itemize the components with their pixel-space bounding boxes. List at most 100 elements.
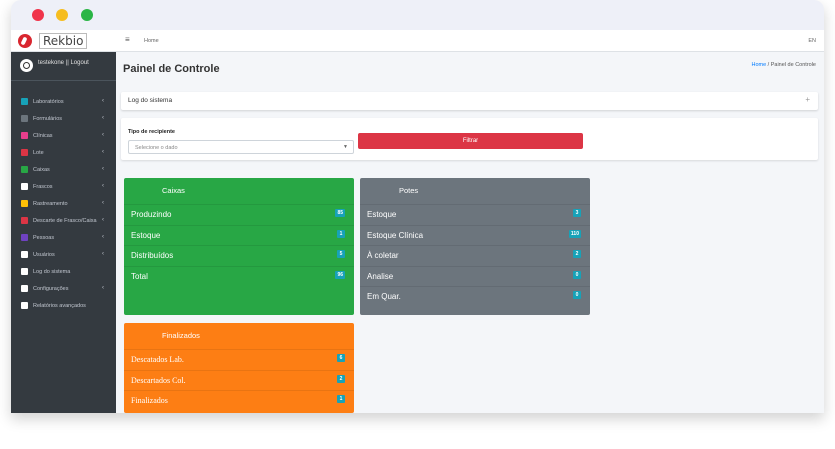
topbar-home-link[interactable]: Home (144, 38, 159, 44)
stat-row[interactable]: Finalizados 1 (124, 390, 354, 411)
stat-row[interactable]: Descatados Lab. 6 (124, 349, 354, 370)
stat-label: Produzindo (131, 210, 172, 219)
page-title: Painel de Controle (123, 63, 220, 75)
count-badge: 2 (573, 250, 581, 258)
maximize-window-button[interactable] (81, 9, 93, 21)
flask-icon (21, 183, 28, 190)
truck-icon (21, 132, 28, 139)
panel-potes-header: Potes (360, 178, 590, 204)
hamburger-menu-icon[interactable]: ≡ (125, 35, 130, 44)
top-navbar: ≡ Home EN (116, 30, 824, 52)
stat-row[interactable]: À coletar 2 (360, 245, 590, 266)
stat-label: Total (131, 271, 148, 281)
panel-caixas-title: Caixas (162, 186, 185, 195)
stat-label: Estoque (367, 210, 397, 219)
discard-icon (21, 217, 28, 224)
chevron-left-icon[interactable]: ‹ (102, 217, 104, 223)
minimize-window-button[interactable] (56, 9, 68, 21)
stat-row[interactable]: Distribuídos 5 (124, 245, 354, 266)
brand[interactable]: Rekbio (11, 30, 116, 52)
avatar[interactable] (20, 59, 33, 72)
chevron-left-icon[interactable]: ‹ (102, 149, 104, 155)
app-window: Rekbio testekone || Logout Laboratórios ‹… (11, 0, 824, 413)
panel-finalizados: Finalizados Descatados Lab. 6 Descartados … (124, 323, 354, 413)
sidebar-item-laboratorios[interactable]: Laboratórios ‹ (11, 94, 116, 111)
expand-plus-icon[interactable]: + (805, 95, 810, 104)
sidebar-item-label: Pessoas (33, 235, 55, 241)
boxes-icon (21, 149, 28, 156)
chevron-left-icon[interactable]: ‹ (102, 234, 104, 240)
stat-label: Distribuídos (131, 251, 174, 260)
sidebar-item-label: Log do sistema (33, 269, 71, 275)
stat-label: Estoque Clínica (367, 230, 424, 240)
sidebar-item-label: Frascos (33, 184, 53, 190)
system-log-card[interactable]: Log do sistema + (121, 92, 818, 110)
hospital-icon (21, 98, 28, 105)
sidebar-item-rastreamento[interactable]: Rastreamento ‹ (11, 196, 116, 213)
stat-label: Descatados Lab. (131, 355, 184, 364)
user-panel: testekone || Logout (11, 52, 116, 81)
chevron-left-icon[interactable]: ‹ (102, 166, 104, 172)
panel-caixas-header: Caixas (124, 178, 354, 204)
stat-row[interactable]: Produzindo 85 (124, 204, 354, 225)
select-placeholder: Selecione o dado (135, 145, 178, 151)
sidebar-item-lote[interactable]: Lote ‹ (11, 145, 116, 162)
chevron-left-icon[interactable]: ‹ (102, 132, 104, 138)
filter-button[interactable]: Filtrar (358, 133, 583, 149)
stat-row[interactable]: Estoque 1 (124, 224, 354, 245)
sidebar-item-configuracoes[interactable]: Configurações ‹ (11, 281, 116, 298)
sidebar-item-clinicas[interactable]: Clínicas ‹ (11, 128, 116, 145)
sidebar-item-label: Descarte de Frasco/Caixa (33, 218, 97, 224)
user-logout-link[interactable]: testekone || Logout (38, 60, 89, 66)
container-type-select[interactable]: Selecione o dado ▼ (128, 140, 354, 154)
count-badge: 5 (337, 250, 345, 258)
chevron-left-icon[interactable]: ‹ (102, 251, 104, 257)
count-badge: 3 (573, 209, 581, 217)
panel-potes: Potes Estoque 3 Estoque Clínica 110 À coleta… (360, 178, 590, 315)
sidebar-item-frascos[interactable]: Frascos ‹ (11, 179, 116, 196)
stat-label: Descartados Col. (131, 375, 186, 385)
sidebar-item-label: Caixas (33, 167, 50, 173)
chevron-left-icon[interactable]: ‹ (102, 183, 104, 189)
stat-row[interactable]: Total 96 (124, 265, 354, 286)
sidebar-item-log-do-sistema[interactable]: Log do sistema (11, 264, 116, 281)
box-icon (21, 166, 28, 173)
sidebar-item-caixas[interactable]: Caixas ‹ (11, 162, 116, 179)
sidebar-item-descarte-de-frasco-caixa[interactable]: Descarte de Frasco/Caixa ‹ (11, 213, 116, 230)
stat-row[interactable]: Analise 0 (360, 265, 590, 286)
stat-label: À coletar (367, 251, 399, 260)
main-content: ≡ Home EN Painel de Controle Home / Pain… (116, 30, 824, 413)
stat-row[interactable]: Estoque Clínica 110 (360, 224, 590, 245)
sidebar-item-formularios[interactable]: Formulários ‹ (11, 111, 116, 128)
stat-row[interactable]: Descartados Col. 2 (124, 369, 354, 390)
count-badge: 0 (573, 291, 581, 299)
sidebar-item-relatorios-avancados[interactable]: Relatórios avançados (11, 298, 116, 315)
stat-label: Analise (367, 271, 394, 281)
pie-chart-icon (21, 302, 28, 309)
sidebar-item-label: Lote (33, 150, 44, 156)
chevron-left-icon[interactable]: ‹ (102, 200, 104, 206)
breadcrumb-current: Painel de Controle (770, 62, 816, 68)
container-type-label: Tipo de recipiente (128, 129, 175, 135)
sidebar-item-pessoas[interactable]: Pessoas ‹ (11, 230, 116, 247)
stat-row[interactable]: Estoque 3 (360, 204, 590, 225)
window-titlebar (11, 0, 824, 30)
breadcrumb-home-link[interactable]: Home (751, 62, 767, 68)
count-badge: 1 (337, 395, 345, 403)
panel-potes-title: Potes (399, 186, 419, 195)
count-badge: 96 (335, 270, 345, 279)
users-icon (21, 234, 28, 241)
sidebar-item-usuarios[interactable]: Usuários ‹ (11, 247, 116, 264)
close-window-button[interactable] (32, 9, 44, 21)
sidebar-item-label: Formulários (33, 116, 63, 122)
chevron-left-icon[interactable]: ‹ (102, 285, 104, 291)
chevron-left-icon[interactable]: ‹ (102, 98, 104, 104)
caret-down-icon: ▼ (343, 144, 348, 150)
brand-logo-icon (18, 34, 32, 48)
stat-label: Finalizados (131, 396, 168, 405)
sidebar-item-label: Configurações (33, 286, 69, 292)
sidebar-item-label: Laboratórios (33, 99, 64, 105)
stat-row[interactable]: Em Quar. 0 (360, 286, 590, 307)
chevron-left-icon[interactable]: ‹ (102, 115, 104, 121)
language-switch[interactable]: EN (808, 38, 816, 44)
